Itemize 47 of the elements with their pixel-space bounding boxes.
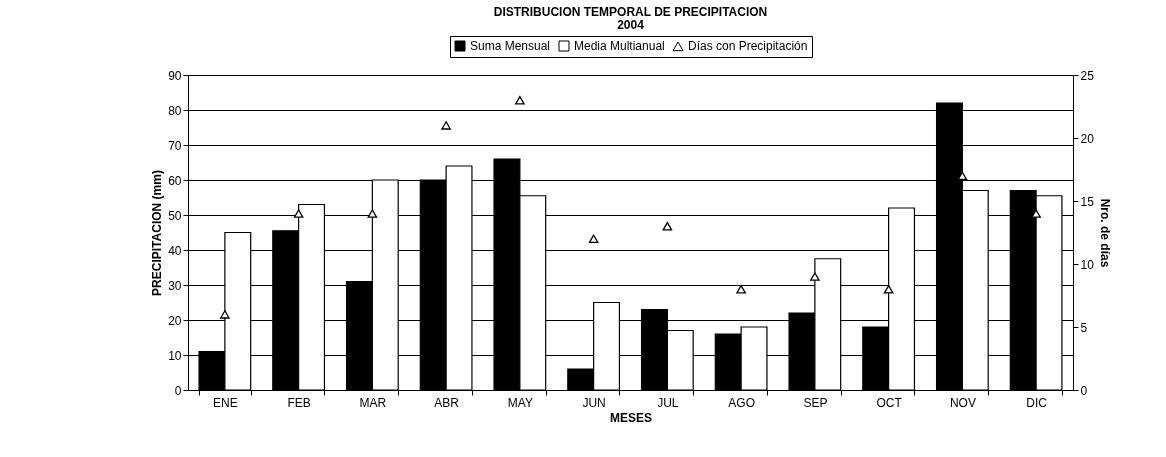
- x-tick-label: ENE: [213, 395, 238, 410]
- y-tick-label: 90: [168, 68, 182, 83]
- y-tick-label: 40: [168, 243, 182, 258]
- y2-tick-label: 20: [1080, 131, 1095, 146]
- point: [293, 209, 304, 218]
- x-tick-label: MAY: [507, 395, 533, 410]
- x-tick-label: MAR: [359, 395, 387, 410]
- x-tick-label: JUN: [582, 395, 606, 410]
- legend-label: Suma Mensual: [470, 39, 551, 53]
- point: [367, 209, 378, 218]
- y-tick-label: 50: [168, 208, 182, 223]
- x-tick-label: JUL: [657, 395, 679, 410]
- y2-tick-label: 0: [1080, 383, 1088, 398]
- point: [883, 284, 894, 294]
- y-tick-label: 20: [168, 313, 182, 328]
- y-tick-label: 10: [168, 348, 182, 363]
- point: [515, 95, 525, 105]
- y-tick-label: 0: [174, 383, 182, 398]
- y2-tick-label: 5: [1080, 320, 1088, 335]
- point: [1031, 209, 1041, 218]
- y2-tick-label: 10: [1080, 257, 1095, 272]
- point: [662, 221, 673, 231]
- point: [588, 234, 599, 244]
- chart-subtitle: 2004: [617, 17, 645, 32]
- y-tick-label: 70: [168, 138, 182, 153]
- legend-label: Días con Precipitación: [688, 39, 808, 54]
- chart-title: DISTRIBUCION TEMPORAL DE PRECIPITACION: [493, 4, 768, 19]
- point: [441, 121, 451, 130]
- y-tick-label: 60: [168, 173, 182, 188]
- y-axis-title: PRECIPITACION (mm): [150, 170, 165, 296]
- x-tick-label: NOV: [949, 395, 976, 410]
- x-axis-title: MESES: [609, 410, 653, 425]
- point: [220, 310, 230, 319]
- x-tick-label: SEP: [803, 395, 828, 410]
- point: [736, 284, 746, 294]
- y2-tick-label: 15: [1080, 194, 1095, 209]
- y2-tick-label: 25: [1080, 68, 1095, 83]
- y2-axis-title: Nro. de días: [1097, 198, 1112, 268]
- x-tick-label: DIC: [1026, 395, 1048, 410]
- y-tick-label: 30: [168, 278, 182, 293]
- point: [810, 272, 820, 281]
- y-tick-label: 80: [168, 103, 182, 118]
- x-tick-label: AGO: [728, 395, 755, 410]
- legend-label: Media Multianual: [574, 39, 665, 53]
- x-tick-label: ABR: [434, 395, 460, 410]
- x-tick-label: OCT: [876, 395, 903, 410]
- x-tick-label: FEB: [287, 395, 311, 410]
